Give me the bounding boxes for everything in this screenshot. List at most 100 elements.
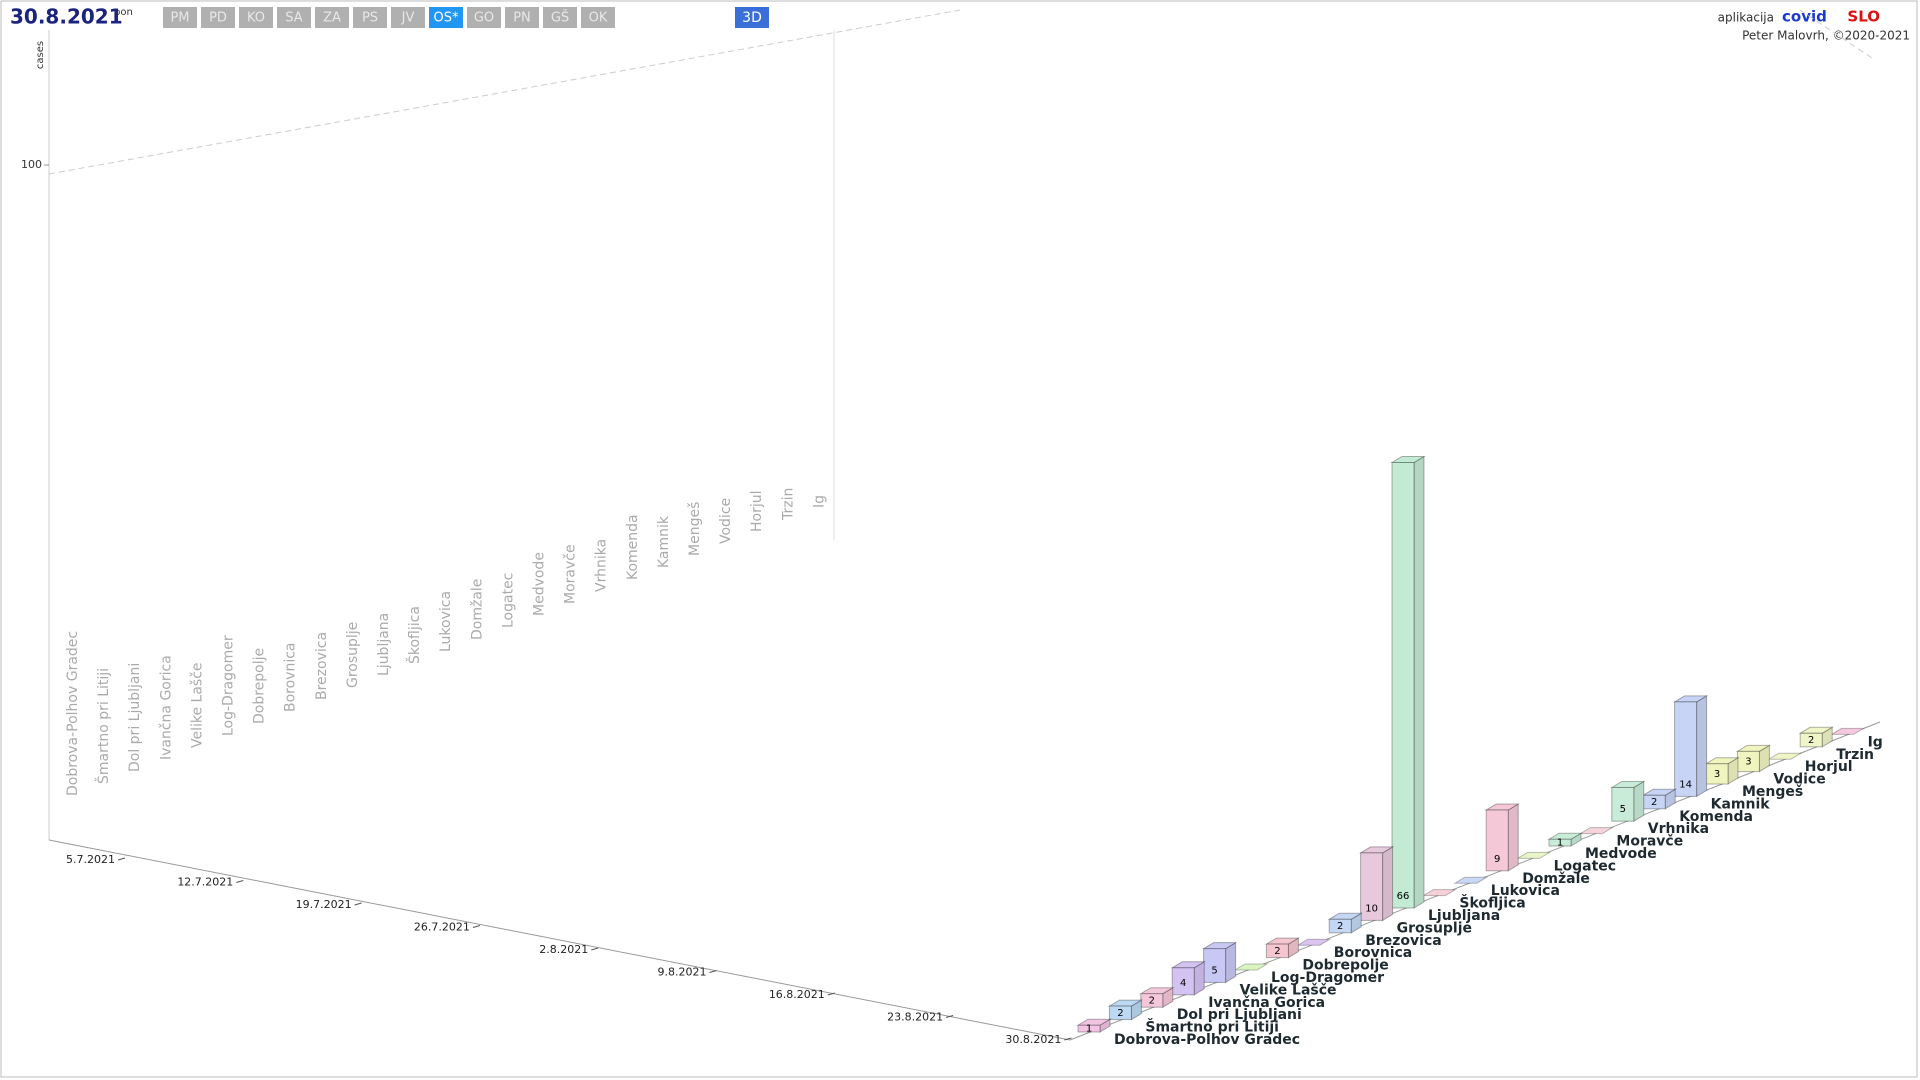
mode-button-label: OK bbox=[589, 11, 608, 26]
mode-button-label: PS bbox=[362, 11, 378, 26]
date-label: 5.7.2021 bbox=[66, 853, 115, 866]
bar: 1 bbox=[1547, 832, 1583, 849]
date-tick bbox=[472, 925, 481, 928]
value-label: 2 bbox=[1651, 797, 1657, 808]
value-label: 1 bbox=[1086, 1024, 1092, 1035]
bar: 1 bbox=[1076, 1018, 1112, 1035]
mode-button[interactable]: PN bbox=[505, 7, 539, 28]
view-button-bg bbox=[735, 7, 769, 28]
view-button[interactable]: 3D bbox=[735, 7, 769, 28]
mode-button[interactable]: ZA bbox=[315, 7, 349, 28]
category-label: Šmartno pri Litiji bbox=[1145, 1018, 1279, 1036]
mode-button[interactable]: GO bbox=[467, 7, 501, 28]
bar: 2 bbox=[1327, 912, 1364, 934]
bar-side-shade bbox=[1665, 789, 1676, 809]
mode-button[interactable]: OK bbox=[581, 7, 615, 28]
bar-front bbox=[1171, 967, 1195, 996]
date-axis bbox=[48, 839, 1071, 1041]
category-label: Dobrova-Polhov Gradec bbox=[1114, 1032, 1300, 1048]
bar-side-shade bbox=[1225, 942, 1236, 983]
mode-button-bg bbox=[201, 7, 235, 28]
mode-button[interactable]: PD bbox=[201, 7, 235, 28]
y-axis-label: cases bbox=[35, 41, 46, 69]
mode-button-label: PD bbox=[209, 11, 227, 26]
bar-front bbox=[1391, 462, 1415, 909]
mode-button[interactable]: PM bbox=[163, 7, 197, 28]
value-label: 2 bbox=[1149, 995, 1155, 1006]
category-label: Ljubljana bbox=[1428, 908, 1500, 924]
bar: 14 bbox=[1672, 695, 1709, 798]
mode-button[interactable]: PS bbox=[353, 7, 387, 28]
date-tick bbox=[354, 902, 362, 906]
category-label: Dol pri Ljubljani bbox=[1177, 1007, 1302, 1023]
date-tick bbox=[236, 880, 244, 883]
bar bbox=[1421, 889, 1458, 897]
bar bbox=[1515, 851, 1552, 859]
value-label: 9 bbox=[1494, 854, 1500, 865]
date-label: 16.8.2021 bbox=[769, 988, 825, 1001]
wall-label: Dol pri Ljubljani bbox=[127, 663, 143, 772]
bar-side-shade bbox=[1131, 1000, 1142, 1020]
bar-floor bbox=[1452, 876, 1489, 884]
bar-side-shade bbox=[1633, 781, 1644, 822]
bar-side-shade bbox=[1759, 745, 1770, 772]
category-label: Moravče bbox=[1616, 834, 1683, 850]
bar-side-shade bbox=[1194, 961, 1205, 995]
bar: 3 bbox=[1704, 756, 1740, 785]
bar-side-shade bbox=[1351, 913, 1362, 933]
bar bbox=[1452, 876, 1489, 884]
view-button-label: 3D bbox=[742, 10, 762, 26]
bar-front bbox=[1799, 732, 1823, 748]
date: 30.8.2021 bbox=[10, 5, 123, 29]
category-label: Vodice bbox=[1773, 772, 1825, 788]
bar bbox=[1829, 727, 1866, 735]
bar-front bbox=[1108, 1005, 1132, 1021]
mode-button[interactable]: SA bbox=[277, 7, 311, 28]
category-label: Borovnica bbox=[1334, 945, 1412, 961]
category-label: Mengeš bbox=[1742, 784, 1803, 800]
wall-label: Borovnica bbox=[283, 642, 299, 712]
mode-button[interactable]: JV bbox=[391, 7, 425, 28]
category-label: Vrhnika bbox=[1648, 821, 1709, 837]
wall-label: Medvode bbox=[532, 552, 548, 616]
value-label: 3 bbox=[1714, 769, 1720, 780]
category-label: Brezovica bbox=[1365, 933, 1442, 949]
bar-front bbox=[1265, 943, 1289, 959]
wall-label: Logatec bbox=[500, 573, 516, 628]
mode-button[interactable]: KO bbox=[239, 7, 273, 28]
mode-button-label: JV bbox=[401, 11, 415, 26]
value-label: 2 bbox=[1808, 735, 1814, 746]
date-tick bbox=[1064, 1037, 1072, 1041]
bar: 9 bbox=[1484, 803, 1521, 872]
mode-button-bg bbox=[581, 7, 615, 28]
wall-label: Domžale bbox=[469, 579, 485, 640]
mode-button-label: PN bbox=[513, 11, 531, 26]
date-label: 19.7.2021 bbox=[296, 898, 352, 911]
bar-floor bbox=[1829, 727, 1866, 735]
mode-button-bg bbox=[239, 7, 273, 28]
bar-front bbox=[1077, 1024, 1101, 1033]
wall-label: Horjul bbox=[749, 490, 765, 532]
bar-floor bbox=[1578, 827, 1615, 835]
mode-button-label: OS* bbox=[434, 11, 459, 26]
mode-button-bg bbox=[277, 7, 311, 28]
bar-side-shade bbox=[1728, 757, 1738, 784]
wall-label: Grosuplje bbox=[345, 622, 361, 688]
mode-button[interactable]: GŠ bbox=[543, 7, 577, 28]
wall-label: Ig bbox=[811, 495, 827, 508]
mode-button-bg bbox=[543, 7, 577, 28]
mode-button-bg bbox=[391, 7, 425, 28]
wall-edge bbox=[1799, 9, 1876, 61]
value-label: 4 bbox=[1180, 978, 1186, 989]
category-label: Trzin bbox=[1836, 747, 1874, 763]
date-tick bbox=[945, 1015, 954, 1018]
bar: 2 bbox=[1264, 937, 1301, 959]
date-label: 26.7.2021 bbox=[414, 921, 470, 934]
bar-floor bbox=[1515, 851, 1552, 859]
bar: 5 bbox=[1609, 780, 1646, 823]
bar-side-shade bbox=[1162, 987, 1173, 1008]
bar-front bbox=[1328, 918, 1352, 934]
mode-button[interactable]: OS* bbox=[429, 7, 463, 28]
